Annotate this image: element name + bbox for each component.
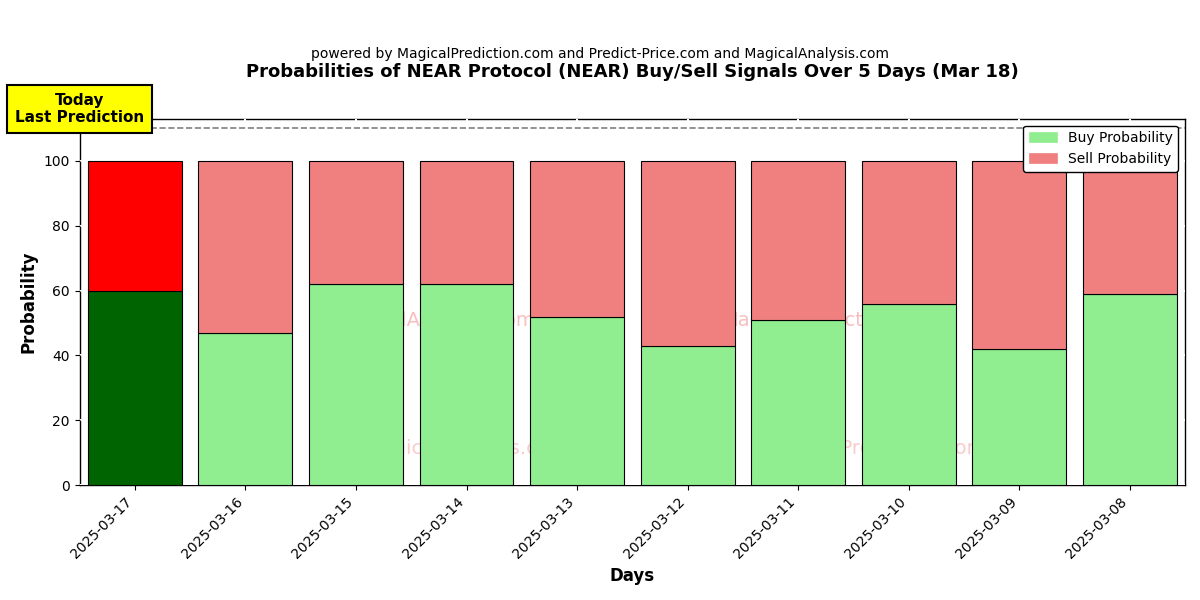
Bar <box>530 161 624 317</box>
Text: Today
Last Prediction: Today Last Prediction <box>14 93 144 125</box>
Bar <box>88 290 182 485</box>
Text: MagicalPrediction.com: MagicalPrediction.com <box>766 439 985 458</box>
Bar <box>972 161 1066 349</box>
Text: MagicalPrediction.com: MagicalPrediction.com <box>721 311 941 330</box>
Title: Probabilities of NEAR Protocol (NEAR) Buy/Sell Signals Over 5 Days (Mar 18): Probabilities of NEAR Protocol (NEAR) Bu… <box>246 63 1019 81</box>
Bar <box>420 284 514 485</box>
Bar <box>308 284 403 485</box>
Bar <box>641 161 734 346</box>
Legend: Buy Probability, Sell Probability: Buy Probability, Sell Probability <box>1024 125 1178 172</box>
Bar <box>530 317 624 485</box>
Bar <box>862 161 955 304</box>
Bar <box>88 161 182 290</box>
Bar <box>308 161 403 284</box>
Bar <box>198 161 293 333</box>
Bar <box>1082 294 1177 485</box>
Text: powered by MagicalPrediction.com and Predict-Price.com and MagicalAnalysis.com: powered by MagicalPrediction.com and Pre… <box>311 47 889 61</box>
Bar <box>420 161 514 284</box>
Bar <box>198 333 293 485</box>
Bar <box>972 349 1066 485</box>
Bar <box>641 346 734 485</box>
Bar <box>751 161 845 320</box>
Bar <box>1082 161 1177 294</box>
Bar <box>862 304 955 485</box>
X-axis label: Days: Days <box>610 567 655 585</box>
Bar <box>751 320 845 485</box>
Y-axis label: Probability: Probability <box>20 251 38 353</box>
Text: MagicalAnalysis.com: MagicalAnalysis.com <box>365 439 568 458</box>
Text: MagicalAnalysis.com: MagicalAnalysis.com <box>332 311 535 330</box>
